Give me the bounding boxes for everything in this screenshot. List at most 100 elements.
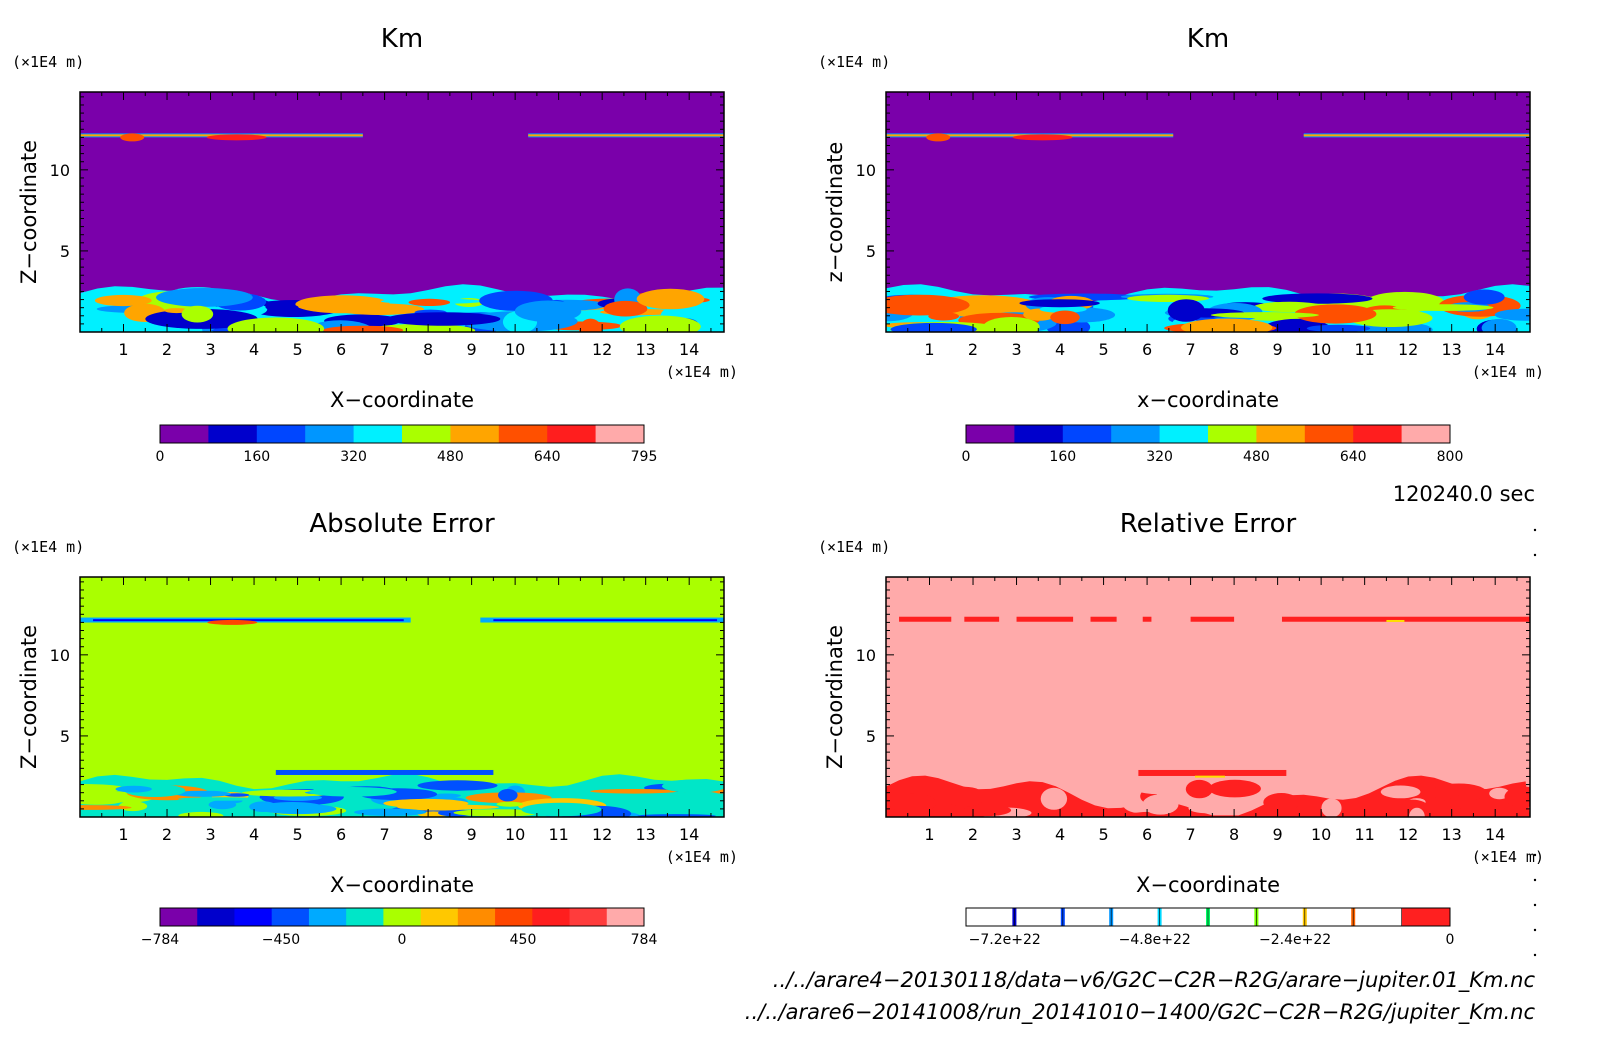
y-axis-label: Z−coordinate [17,140,41,284]
boundary-layer-blob [1409,807,1425,817]
boundary-layer-blob [1449,795,1464,810]
colorbar-swatch [353,425,403,443]
boundary-layer-blob [309,787,397,797]
x-tick-label: 6 [336,340,346,359]
colorbar-swatch [402,425,451,443]
boundary-layer-blob [1167,299,1205,322]
margin-dot [1533,553,1537,557]
x-tick-label: 11 [548,825,568,844]
y-axis-unit: (×1E4 m) [818,538,890,556]
x-tick-label: 8 [423,825,433,844]
upper-band-core [493,619,718,622]
colorbar-swatch [208,425,258,443]
x-tick-label: 2 [162,825,172,844]
colorbar-swatch [160,425,209,443]
x-tick-label: 3 [1011,825,1021,844]
boundary-layer-blob [1262,293,1373,304]
boundary-layer-blob [1070,785,1127,797]
boundary-layer-blob [80,789,130,805]
y-axis-label: Z−coordinate [17,625,41,769]
y-axis-label: z−coordinate [823,142,847,283]
time-label: 120240.0 sec [1393,482,1535,506]
x-tick-label: 2 [968,340,978,359]
boundary-layer-blob [1208,779,1261,798]
colorbar-tick-label: 0 [962,449,971,465]
boundary-layer-blob [265,303,299,311]
boundary-layer-blob [1306,324,1371,332]
boundary-layer-blob [603,300,648,317]
colorbar-swatch [450,425,500,443]
boundary-layer-blob [94,294,152,307]
x-tick-label: 13 [1441,825,1461,844]
colorbar-tick-label: 795 [631,449,658,465]
plot-field [886,133,1530,332]
boundary-layer-blob [590,789,678,794]
colorbar-swatch [234,908,273,926]
colorbar-tick-label: −4.8e+22 [1119,932,1191,948]
x-axis-label: X−coordinate [330,873,474,897]
upper-band [1142,616,1152,622]
x-axis-unit: (×1E4 m) [666,848,738,866]
upper-band [1090,616,1117,622]
colorbar-tick-label: 450 [510,932,537,948]
upper-band-hotspot [206,134,267,141]
upper-band [1281,616,1530,622]
margin-dot [1533,528,1537,532]
colorbar-tick-label: −7.2e+22 [969,932,1041,948]
upper-band [964,616,1000,622]
plot-field [886,616,1530,817]
x-tick-label: 11 [1354,340,1374,359]
colorbar-swatch [1256,425,1306,443]
boundary-layer-blob [80,805,132,810]
plot-frame [79,91,725,333]
colorbar-tick-label: −784 [141,932,180,948]
x-tick-label: 11 [548,340,568,359]
y-axis-unit: (×1E4 m) [818,53,890,71]
boundary-layer-blob [662,779,724,793]
upper-band-hotspot [120,133,145,142]
y-tick-label: 5 [866,727,876,746]
y-tick-label: 5 [60,242,70,261]
colorbar-tick-label: 0 [156,449,165,465]
colorbar-swatch [1401,908,1450,926]
plot-frame [79,576,725,818]
boundary-top-spot [1194,775,1225,778]
x-tick-label: 14 [1485,825,1505,844]
boundary-top-band [275,769,494,775]
x-tick-label: 12 [1398,825,1418,844]
colorbar-tick-label: 320 [1146,449,1173,465]
x-tick-label: 2 [968,825,978,844]
x-tick-label: 3 [1011,340,1021,359]
colorbar-frame [965,424,1451,444]
margin-dot [1533,853,1537,857]
boundary-layer-blob [417,780,498,791]
plot-frame [885,91,1531,333]
plot-field [80,133,724,332]
boundary-layer-blob [496,801,523,807]
upper-band-hotspot [1012,134,1073,141]
boundary-layer-blob [983,317,1040,332]
boundary-layer-blob [1294,304,1377,324]
x-tick-label: 5 [292,340,302,359]
boundary-layer-blob [354,808,427,816]
y-tick-label: 10 [50,646,70,665]
boundary-layer-blob [1050,310,1080,325]
boundary-layer-blob [1040,787,1068,810]
boundary-layer-blob [683,791,721,799]
boundary-layer-blob [178,811,224,817]
boundary-layer-blob [432,793,461,798]
colorbar-swatch [1111,425,1161,443]
x-tick-label: 4 [1055,340,1065,359]
y-tick-label: 5 [60,727,70,746]
colorbar-swatch [346,908,384,926]
colorbar-tick-label: 800 [1437,449,1464,465]
colorbar-frame [159,907,645,927]
boundary-layer-blob [514,300,582,323]
x-tick-label: 1 [924,825,934,844]
colorbar-tick-label: 0 [1446,932,1455,948]
boundary-layer-blob [386,312,501,326]
colorbar-swatch [271,908,310,926]
boundary-layer-blob [886,294,970,316]
